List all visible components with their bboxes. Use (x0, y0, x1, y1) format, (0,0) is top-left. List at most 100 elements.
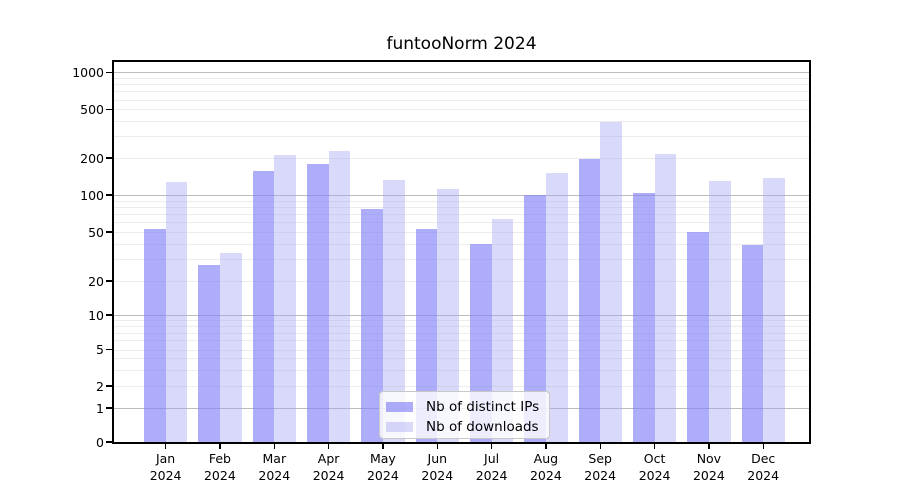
x-tick-mark-nov (708, 444, 710, 449)
gridline-minor-300 (114, 136, 809, 138)
x-tick-mark-sep (599, 444, 601, 449)
bar-downloads-sep (600, 122, 622, 442)
gridline-minor-8 (114, 326, 809, 328)
y-tick-label-1: 1 (96, 400, 104, 416)
x-tick-mark-dec (762, 444, 764, 449)
y-tick-label-200: 200 (80, 150, 104, 166)
gridline-minor-400 (114, 121, 809, 123)
bar-downloads-jan (165, 181, 188, 442)
y-tick-mark-1000 (106, 71, 112, 73)
y-tick-mark-50 (106, 231, 112, 233)
bar-ips-feb (198, 265, 220, 442)
bar-downloads-may (382, 180, 405, 442)
bar-ips-mar (252, 171, 275, 442)
bar-downloads-oct (654, 154, 677, 442)
bar-ips-jun (415, 228, 438, 442)
gridline-minor-70 (114, 214, 809, 215)
x-tick-label-jan: Jan 2024 (149, 451, 182, 483)
x-tick-mark-oct (653, 444, 656, 449)
bar-downloads-dec (763, 177, 785, 442)
gridline-minor-6 (114, 340, 809, 342)
legend-swatch-distinct-ips (386, 402, 413, 412)
gridline-minor-80 (114, 206, 809, 208)
y-tick-label-0: 0 (96, 434, 104, 450)
gridline-minor-500 (114, 109, 809, 111)
x-tick-label-jul: Jul 2024 (475, 451, 508, 483)
y-tick-mark-20 (106, 280, 112, 282)
bar-downloads-mar (274, 154, 296, 442)
gridline-minor-700 (114, 91, 809, 93)
bar-downloads-nov (708, 181, 731, 442)
gridline-minor-2 (114, 386, 809, 387)
x-tick-label-mar: Mar 2024 (258, 451, 291, 483)
bar-ips-oct (632, 192, 655, 442)
gridline-minor-60 (114, 222, 809, 224)
y-tick-mark-0 (106, 441, 112, 443)
legend: Nb of distinct IPs Nb of downloads (379, 391, 550, 439)
gridline-minor-9 (114, 320, 809, 322)
gridline-major-10 (114, 315, 809, 316)
gridline-minor-900 (114, 77, 809, 79)
chart-title: funtooNorm 2024 (386, 34, 537, 54)
y-tick-mark-500 (106, 108, 112, 110)
y-tick-label-20: 20 (88, 273, 104, 289)
gridline-major-1000 (114, 72, 809, 74)
gridline-minor-5 (114, 349, 809, 351)
gridline-minor-50 (114, 232, 809, 233)
bar-ips-apr (306, 163, 329, 442)
y-tick-mark-5 (106, 348, 112, 351)
x-tick-label-jun: Jun 2024 (421, 451, 454, 483)
x-tick-label-dec: Dec 2024 (747, 451, 780, 483)
gridline-minor-30 (114, 259, 809, 261)
y-tick-mark-10 (106, 314, 112, 316)
x-tick-mark-jan (164, 444, 167, 449)
y-tick-mark-1 (106, 407, 112, 409)
x-tick-label-feb: Feb 2024 (203, 451, 236, 483)
gridline-minor-3 (114, 369, 809, 371)
bar-downloads-jul (491, 218, 514, 442)
legend-label-downloads: Nb of downloads (426, 419, 539, 435)
x-tick-mark-jun (436, 444, 438, 449)
bar-downloads-apr (328, 151, 351, 442)
gridline-minor-200 (114, 158, 809, 159)
x-tick-label-sep: Sep 2024 (584, 451, 617, 483)
x-tick-mark-may (382, 444, 384, 449)
x-tick-mark-mar (273, 444, 275, 449)
gridline-minor-20 (114, 281, 809, 282)
y-tick-mark-2 (106, 385, 112, 387)
x-tick-mark-aug (545, 444, 547, 449)
plot-area (112, 60, 811, 444)
y-tick-label-5: 5 (96, 342, 104, 357)
y-tick-mark-200 (106, 157, 112, 159)
bar-ips-sep (578, 159, 601, 442)
bar-downloads-aug (545, 172, 568, 442)
bar-downloads-feb (219, 252, 242, 442)
x-tick-mark-feb (219, 444, 221, 449)
gridline-major-100 (114, 195, 809, 196)
x-tick-mark-apr (327, 444, 330, 449)
bar-ips-dec (741, 245, 764, 442)
gridline-minor-7 (114, 332, 809, 334)
y-tick-label-50: 50 (88, 224, 104, 240)
x-tick-label-may: May 2024 (366, 451, 399, 483)
legend-label-distinct-ips: Nb of distinct IPs (426, 399, 540, 415)
gridline-minor-800 (114, 84, 809, 86)
y-tick-label-1000: 1000 (72, 64, 104, 80)
gridline-minor-40 (114, 243, 809, 245)
y-tick-label-100: 100 (80, 187, 104, 203)
y-tick-mark-100 (106, 194, 112, 196)
legend-row-downloads: Nb of downloads (386, 417, 541, 437)
gridline-minor-4 (114, 358, 809, 360)
bar-ips-nov (687, 232, 709, 442)
bar-ips-may (361, 209, 383, 442)
legend-swatch-downloads (386, 422, 413, 432)
legend-row-distinct-ips: Nb of distinct IPs (386, 397, 541, 417)
gridline-minor-600 (114, 99, 809, 101)
x-tick-mark-jul (490, 444, 493, 449)
y-tick-label-10: 10 (88, 307, 104, 323)
x-tick-label-apr: Apr 2024 (312, 451, 345, 483)
gridline-minor-90 (114, 200, 809, 202)
x-tick-label-nov: Nov 2024 (692, 451, 725, 483)
bar-downloads-jun (437, 189, 459, 442)
